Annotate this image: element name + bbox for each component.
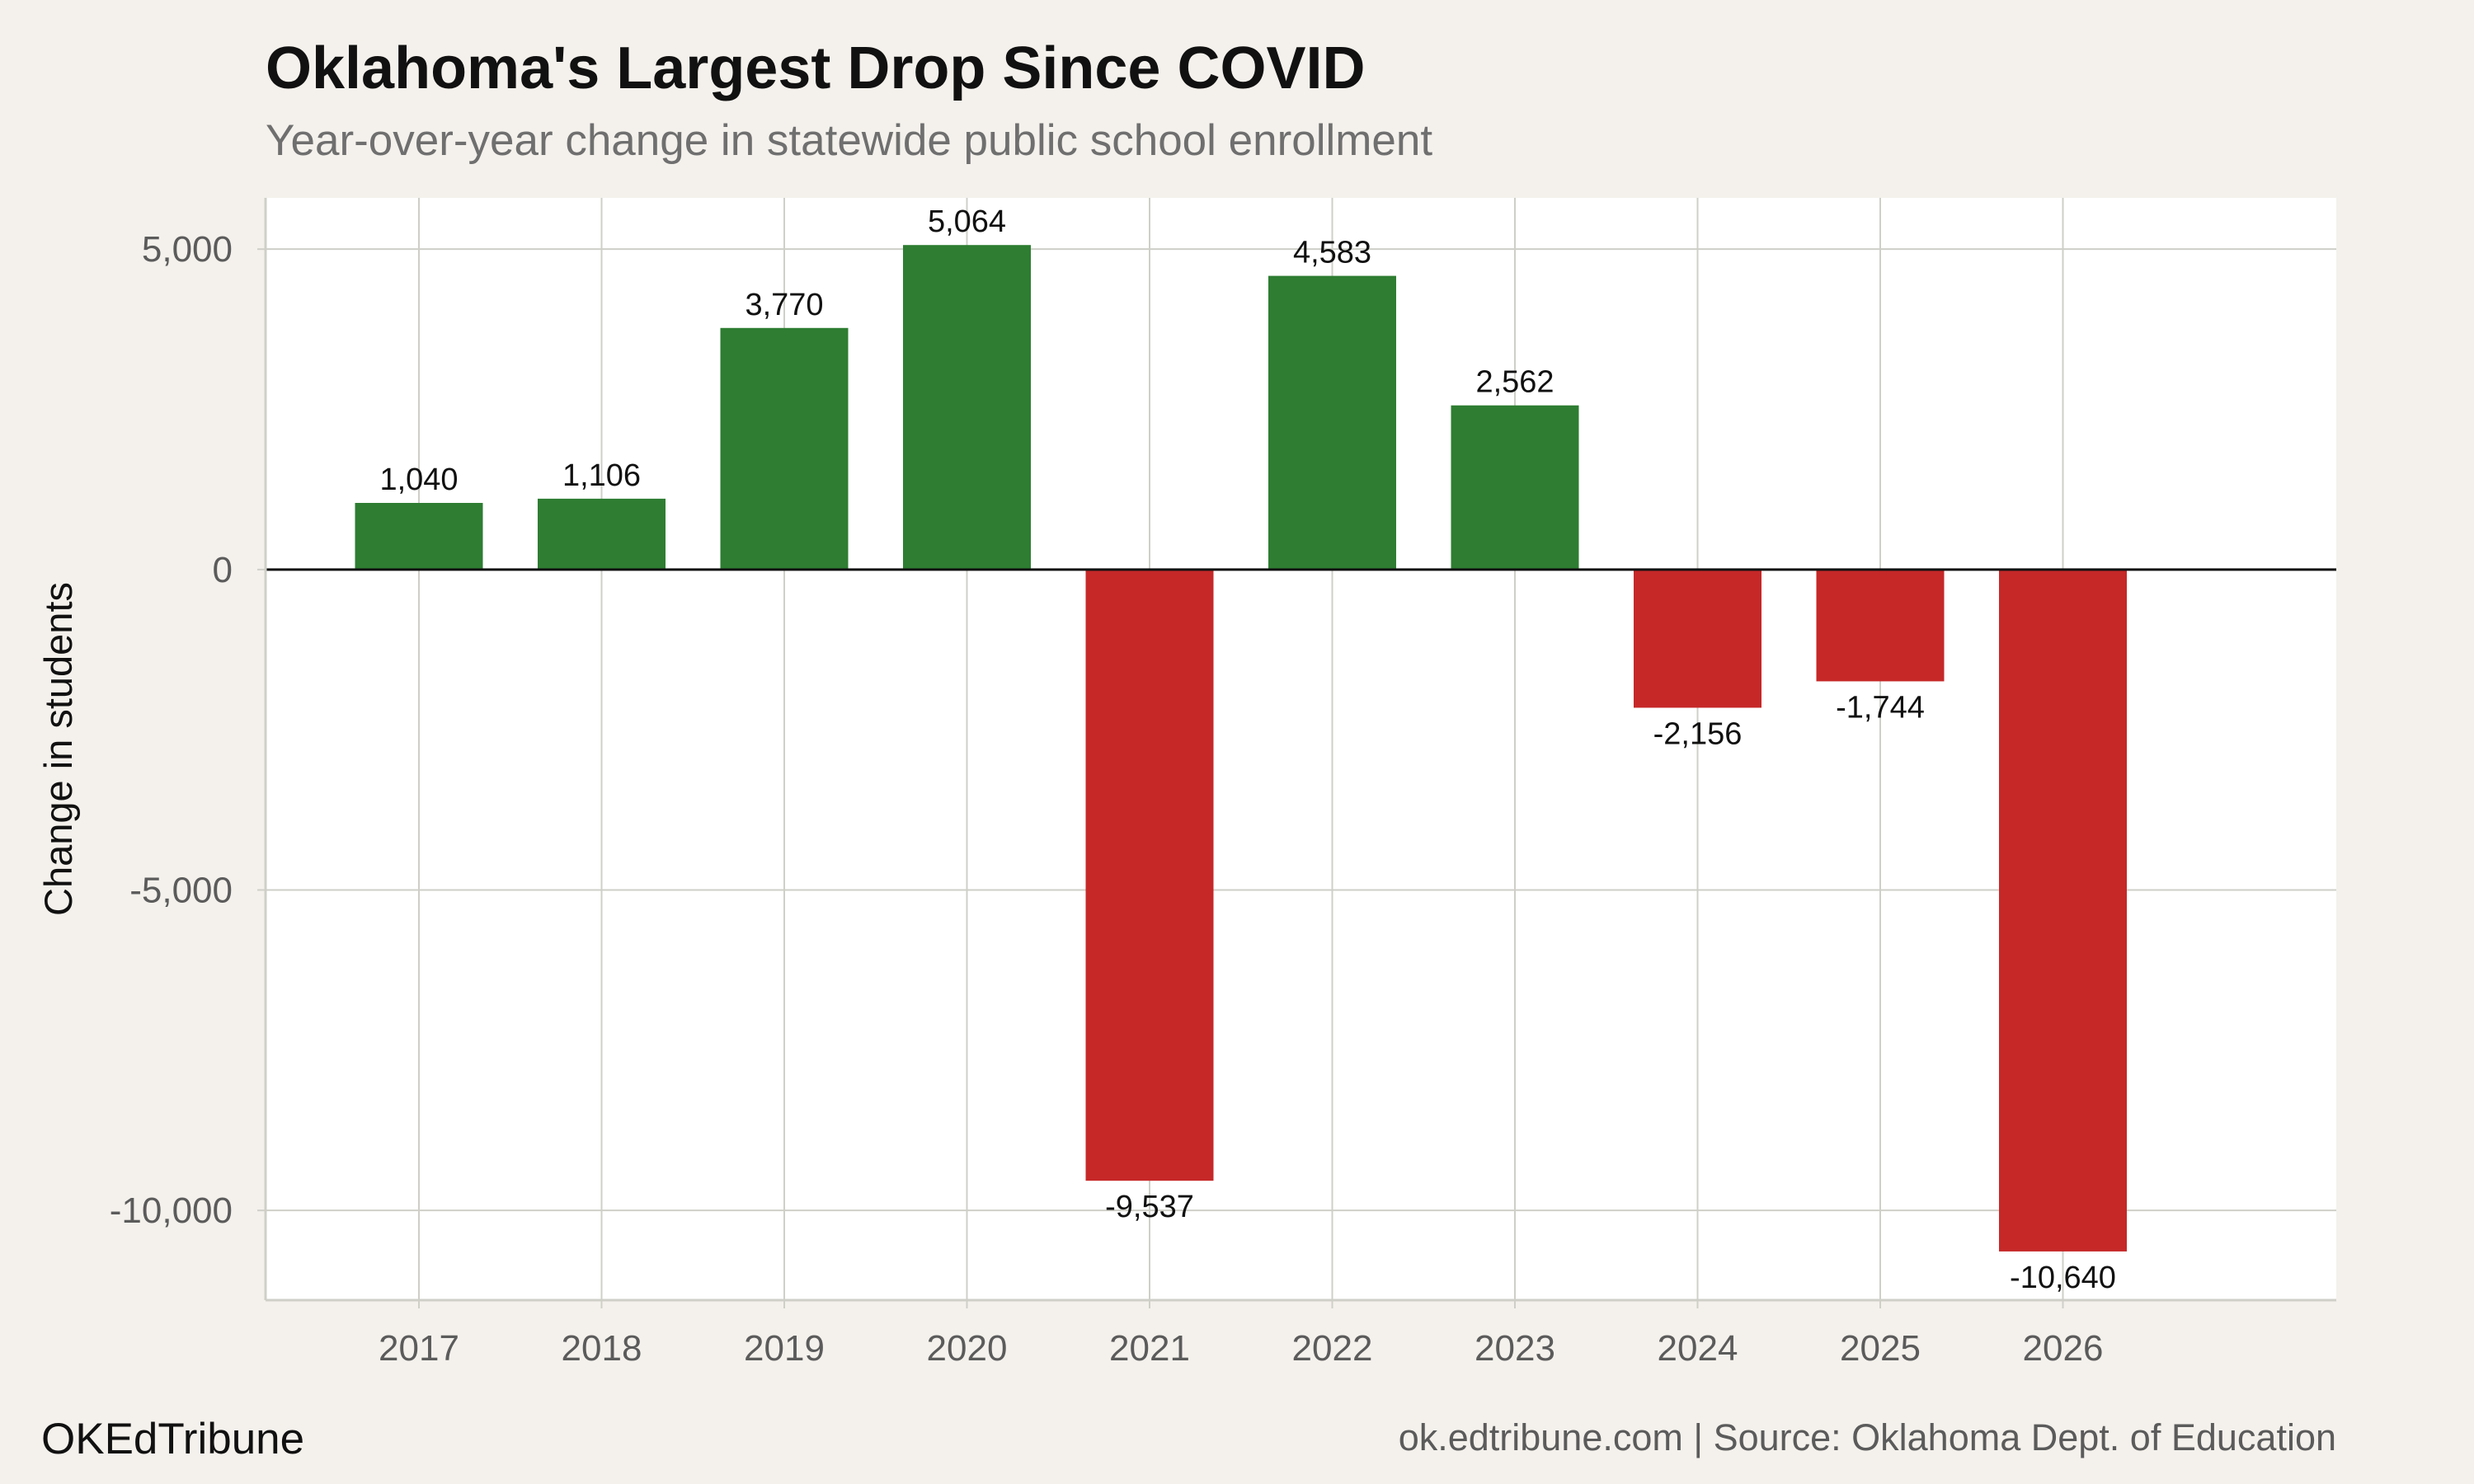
bar-2017	[355, 503, 483, 570]
bars	[355, 245, 2127, 1252]
bar-2024	[1634, 569, 1761, 708]
data-label-2024: -2,156	[1653, 716, 1743, 751]
x-tick-label: 2018	[562, 1328, 642, 1369]
data-labels: 1,040 1,106 3,770 5,064 -9,537 4,583 2,562 -2,1…	[379, 204, 2115, 1295]
y-tick-label: 0	[213, 550, 233, 590]
x-tick-label: 2020	[927, 1328, 1008, 1369]
x-tick-label: 2026	[2023, 1328, 2104, 1369]
x-tick-label: 2024	[1658, 1328, 1738, 1369]
x-tick-label: 2023	[1475, 1328, 1555, 1369]
brand-name: OKEdTribune	[41, 1415, 305, 1463]
y-axis-title: Change in students	[36, 582, 80, 916]
bar-2026	[1999, 569, 2127, 1252]
bar-2018	[538, 498, 666, 570]
x-tick-label: 2019	[744, 1328, 825, 1369]
y-tick-label: 5,000	[142, 229, 233, 270]
data-label-2021: -9,537	[1105, 1190, 1194, 1224]
data-label-2026: -10,640	[2010, 1261, 2116, 1295]
bar-2019	[720, 327, 849, 570]
x-tick-label: 2017	[379, 1328, 459, 1369]
bar-2021	[1085, 569, 1214, 1181]
bar-2022	[1268, 275, 1396, 570]
x-tick-label: 2022	[1292, 1328, 1373, 1369]
y-tick-label: -5,000	[129, 871, 233, 911]
bar-2023	[1451, 405, 1579, 570]
x-tick-label: 2025	[1840, 1328, 1921, 1369]
axes: 5,000 0 -5,000 -10,000 2017 2018 2019 2020 2021 2…	[110, 198, 2336, 1369]
y-tick-label: -10,000	[110, 1190, 233, 1231]
bar-2020	[903, 245, 1031, 570]
bar-2025	[1816, 569, 1945, 682]
data-label-2020: 5,064	[928, 204, 1006, 239]
data-label-2017: 1,040	[379, 463, 458, 497]
chart-title: Oklahoma's Largest Drop Since COVID	[266, 35, 1366, 101]
data-label-2023: 2,562	[1475, 365, 1554, 400]
data-label-2025: -1,744	[1836, 690, 1925, 725]
chart-subtitle: Year-over-year change in statewide publi…	[266, 116, 1433, 165]
x-tick-label: 2021	[1109, 1328, 1190, 1369]
data-label-2022: 4,583	[1293, 236, 1371, 270]
data-label-2019: 3,770	[745, 288, 823, 322]
data-label-2018: 1,106	[562, 458, 641, 493]
source-note: ok.edtribune.com | Source: Oklahoma Dept…	[1398, 1416, 2336, 1458]
